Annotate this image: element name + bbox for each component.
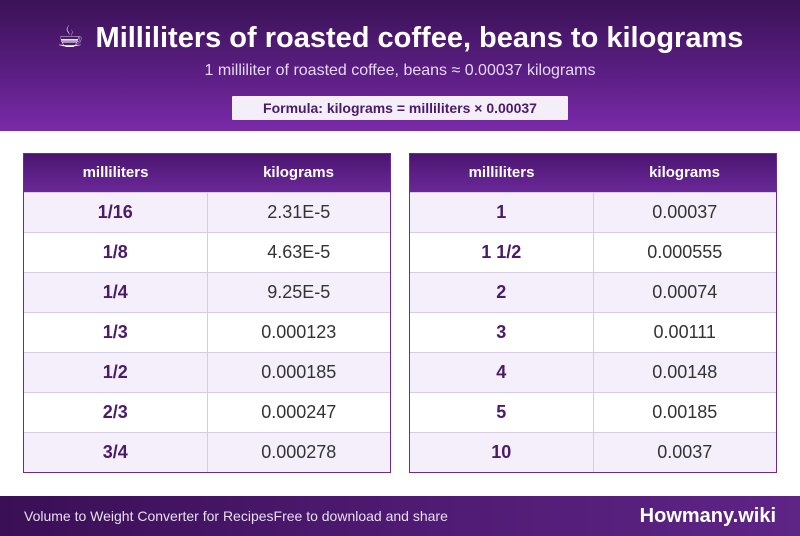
footer-share-label: Free to download and share [273,508,448,524]
table-header: milliliters kilograms [24,154,390,192]
table-row: 3 0.00111 [410,312,776,352]
kilograms-cell: 0.00074 [652,282,718,302]
footer-converter-label: Volume to Weight Converter for Recipes [24,508,274,524]
kilograms-cell: 9.25E-5 [267,282,331,302]
milliliters-cell: 1/8 [24,233,208,272]
conversion-subtitle: 1 milliliter of roasted coffee, beans ≈ … [204,62,596,79]
milliliters-cell: 1/16 [24,193,208,232]
coffee-cup-icon: ☕ [56,21,84,54]
table-row: 1 0.00037 [410,192,776,232]
table-row: 1/16 2.31E-5 [24,192,390,232]
kilograms-cell: 0.00185 [652,402,718,422]
milliliters-cell: 1/4 [24,273,208,312]
kilograms-cell: 0.000185 [261,362,337,382]
table-row: 1/4 9.25E-5 [24,272,390,312]
table-row: 2/3 0.000247 [24,392,390,432]
milliliters-cell: 3 [410,313,594,352]
kilograms-cell: 0.000247 [261,402,337,422]
milliliters-cell: 1 1/2 [410,233,594,272]
table-row: 3/4 0.000278 [24,432,390,472]
milliliters-cell: 1 [410,193,594,232]
table-row: 1/8 4.63E-5 [24,232,390,272]
column-header-kilograms: kilograms [649,164,720,181]
kilograms-cell: 0.0037 [657,442,713,462]
table-row: 5 0.00185 [410,392,776,432]
milliliters-cell: 2/3 [24,393,208,432]
conversion-table-right: milliliters kilograms 1 0.00037 1 1/2 0.00… [409,153,777,473]
formula-box: Formula: kilograms = milliliters × 0.000… [232,96,568,120]
milliliters-cell: 3/4 [24,433,208,472]
conversion-table-left: milliliters kilograms 1/16 2.31E-5 1/8 4.6… [23,153,391,473]
table-body: 1 0.00037 1 1/2 0.000555 2 0.00074 3 0.00111… [410,192,776,472]
table-row: 2 0.00074 [410,272,776,312]
kilograms-cell: 0.000278 [261,442,337,462]
kilograms-cell: 0.000555 [647,242,723,262]
milliliters-cell: 1/2 [24,353,208,392]
milliliters-cell: 1/3 [24,313,208,352]
milliliters-cell: 2 [410,273,594,312]
header-banner: ☕ Milliliters of roasted coffee, beans t… [0,0,800,131]
milliliters-cell: 10 [410,433,594,472]
column-header-kilograms: kilograms [263,164,334,181]
column-header-milliliters: milliliters [468,164,535,181]
kilograms-cell: 0.000123 [261,322,337,342]
kilograms-cell: 0.00111 [653,322,716,342]
table-row: 10 0.0037 [410,432,776,472]
footer-bar: Volume to Weight Converter for RecipesFr… [0,496,800,536]
milliliters-cell: 4 [410,353,594,392]
kilograms-cell: 2.31E-5 [267,202,331,222]
brand-logo-text: Howmany.wiki [639,505,776,527]
page-title: Milliliters of roasted coffee, beans to … [95,22,744,54]
column-header-milliliters: milliliters [82,164,149,181]
milliliters-cell: 5 [410,393,594,432]
table-body: 1/16 2.31E-5 1/8 4.63E-5 1/4 9.25E-5 1/3 0.0… [24,192,390,472]
table-row: 4 0.00148 [410,352,776,392]
table-row: 1/2 0.000185 [24,352,390,392]
kilograms-cell: 0.00037 [652,202,718,222]
table-row: 1/3 0.000123 [24,312,390,352]
kilograms-cell: 4.63E-5 [267,242,331,262]
title-row: ☕ Milliliters of roasted coffee, beans t… [0,18,800,58]
table-row: 1 1/2 0.000555 [410,232,776,272]
footer-text: Volume to Weight Converter for RecipesFr… [24,496,448,536]
table-header: milliliters kilograms [410,154,776,192]
kilograms-cell: 0.00148 [652,362,718,382]
